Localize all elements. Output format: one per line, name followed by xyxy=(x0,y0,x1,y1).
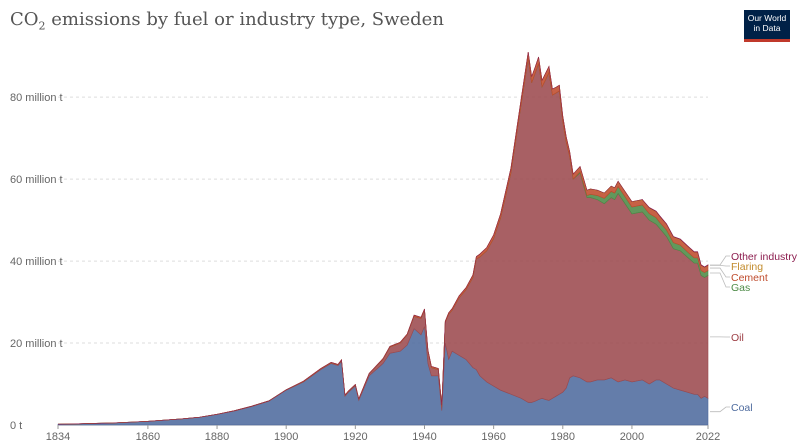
y-tick-label: 80 million t xyxy=(10,92,63,104)
series-label-gas[interactable]: Gas xyxy=(731,282,750,294)
x-axis-ticks: 1834 1860 1880 1900 1920 1940 1960 1980 2000 2022 xyxy=(46,425,720,443)
label-connector xyxy=(710,267,730,278)
area-other-industry[interactable] xyxy=(57,52,709,425)
x-tick-label: 1960 xyxy=(481,431,505,443)
chart-title: CO2 emissions by fuel or industry type, … xyxy=(10,9,444,33)
title-prefix: CO xyxy=(10,9,39,30)
owid-logo[interactable]: Our World in Data xyxy=(744,10,790,42)
x-tick-label: 1834 xyxy=(46,431,70,443)
series-label-other-industry[interactable]: Other industry xyxy=(731,251,798,263)
logo-line-1: Our World xyxy=(747,13,787,23)
series-label-cement[interactable]: Cement xyxy=(731,272,768,284)
y-axis-ticks: 0 t 20 million t 40 million t 60 million t 8… xyxy=(10,92,63,432)
x-tick-label: 1920 xyxy=(343,431,367,443)
y-tick-label: 40 million t xyxy=(10,256,63,268)
x-tick-label: 1880 xyxy=(205,431,229,443)
logo-line-2: in Data xyxy=(753,23,781,33)
x-tick-label: 1980 xyxy=(551,431,575,443)
label-connector xyxy=(710,264,730,267)
x-tick-label: 1900 xyxy=(274,431,298,443)
label-connector xyxy=(710,406,730,413)
x-tick-label: 2000 xyxy=(620,431,644,443)
x-tick-label: 1940 xyxy=(412,431,436,443)
series-label-oil[interactable]: Oil xyxy=(731,332,744,344)
title-suffix: emissions by fuel or industry type, Swed… xyxy=(45,9,444,30)
y-tick-label: 20 million t xyxy=(10,338,63,350)
series-label-flaring[interactable]: Flaring xyxy=(731,261,763,273)
x-tick-label: 2022 xyxy=(696,431,720,443)
area-series xyxy=(57,52,709,426)
label-connector xyxy=(710,255,730,266)
x-tick-label: 1860 xyxy=(136,431,160,443)
y-tick-label: 0 t xyxy=(10,420,22,432)
series-label-coal[interactable]: Coal xyxy=(731,402,753,414)
y-tick-label: 60 million t xyxy=(10,174,63,186)
title-subscript: 2 xyxy=(38,19,46,33)
label-connector xyxy=(710,272,730,288)
